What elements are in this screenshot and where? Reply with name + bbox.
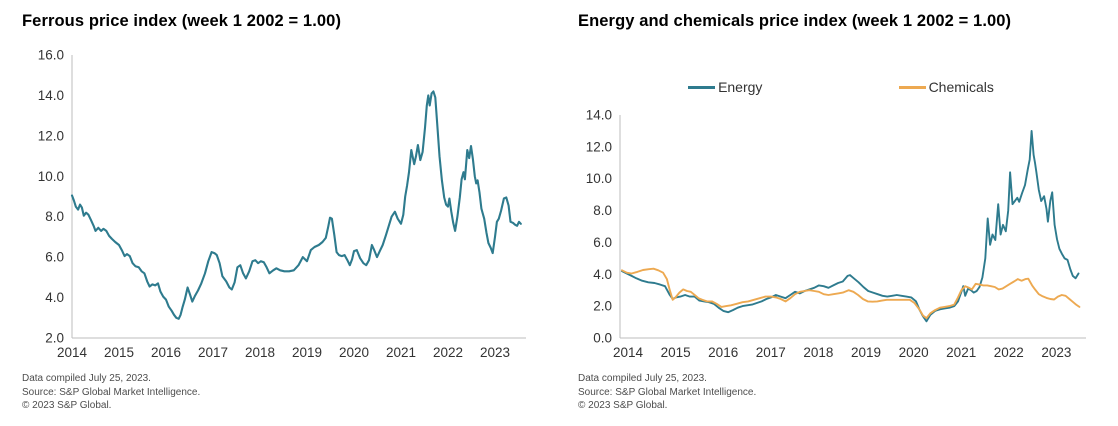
legend: Energy Chemicals: [620, 76, 1062, 98]
y-tick-label: 2.0: [593, 299, 612, 314]
y-tick-label: 6.0: [593, 235, 612, 250]
legend-item-energy: Energy: [688, 79, 762, 95]
y-tick-label: 4.0: [593, 267, 612, 282]
x-tick-label: 2019: [292, 345, 322, 360]
x-tick-label: 2023: [480, 345, 510, 360]
x-tick-label: 2019: [851, 345, 881, 360]
x-tick-label: 2020: [899, 345, 929, 360]
x-tick-label: 2021: [386, 345, 416, 360]
series-line-energy: [621, 129, 1080, 323]
footnote-line: Source: S&P Global Market Intelligence.: [22, 386, 201, 398]
x-tick-label: 2014: [57, 345, 88, 360]
x-tick-label: 2020: [339, 345, 369, 360]
y-tick-label: 16.0: [38, 48, 64, 63]
y-tick-label: 0.0: [593, 331, 612, 346]
y-tick-label: 12.0: [586, 139, 612, 154]
y-tick-label: 2.0: [45, 331, 64, 346]
x-tick-label: 2021: [946, 345, 976, 360]
y-tick-label: 6.0: [45, 250, 64, 265]
x-tick-label: 2015: [104, 345, 134, 360]
energy-chemicals-chart-title: Energy and chemicals price index (week 1…: [578, 12, 1012, 30]
footnote-line: Data compiled July 25, 2023.: [578, 373, 707, 384]
x-tick-label: 2014: [613, 345, 644, 360]
footnote-line: © 2023 S&P Global.: [578, 400, 668, 411]
chemicals-line-swatch: [898, 85, 926, 89]
footnote-line: Source: S&P Global Market Intelligence.: [578, 386, 757, 398]
y-tick-label: 10.0: [586, 171, 612, 186]
x-tick-label: 2023: [1041, 345, 1071, 360]
x-tick-label: 2018: [245, 345, 275, 360]
y-tick-label: 14.0: [38, 88, 64, 103]
legend-item-chemicals: Chemicals: [898, 79, 994, 95]
y-tick-label: 8.0: [45, 209, 64, 224]
legend-label-chemicals: Chemicals: [928, 79, 994, 95]
x-tick-label: 2015: [661, 345, 691, 360]
footnote-left: Data compiled July 25, 2023. Source: S&P…: [22, 372, 200, 413]
footnote-right: Data compiled July 25, 2023. Source: S&P…: [578, 372, 756, 413]
footnote-line: © 2023 S&P Global.: [22, 400, 112, 411]
x-tick-label: 2016: [708, 345, 738, 360]
series-line-ferrous: [70, 90, 522, 320]
y-tick-label: 14.0: [586, 108, 612, 123]
energy-line-swatch: [688, 85, 716, 89]
x-tick-label: 2022: [994, 345, 1024, 360]
x-tick-label: 2017: [198, 345, 228, 360]
x-tick-label: 2017: [756, 345, 786, 360]
x-tick-label: 2016: [151, 345, 181, 360]
y-tick-label: 4.0: [45, 290, 64, 305]
y-tick-label: 12.0: [38, 128, 64, 143]
x-tick-label: 2018: [803, 345, 833, 360]
y-tick-label: 10.0: [38, 169, 64, 184]
y-tick-label: 8.0: [593, 203, 612, 218]
ferrous-chart-title: Ferrous price index (week 1 2002 = 1.00): [22, 12, 342, 30]
x-tick-label: 2022: [433, 345, 463, 360]
series-line-chemicals: [621, 267, 1081, 320]
footnote-line: Data compiled July 25, 2023.: [22, 373, 151, 384]
legend-label-energy: Energy: [718, 79, 763, 95]
